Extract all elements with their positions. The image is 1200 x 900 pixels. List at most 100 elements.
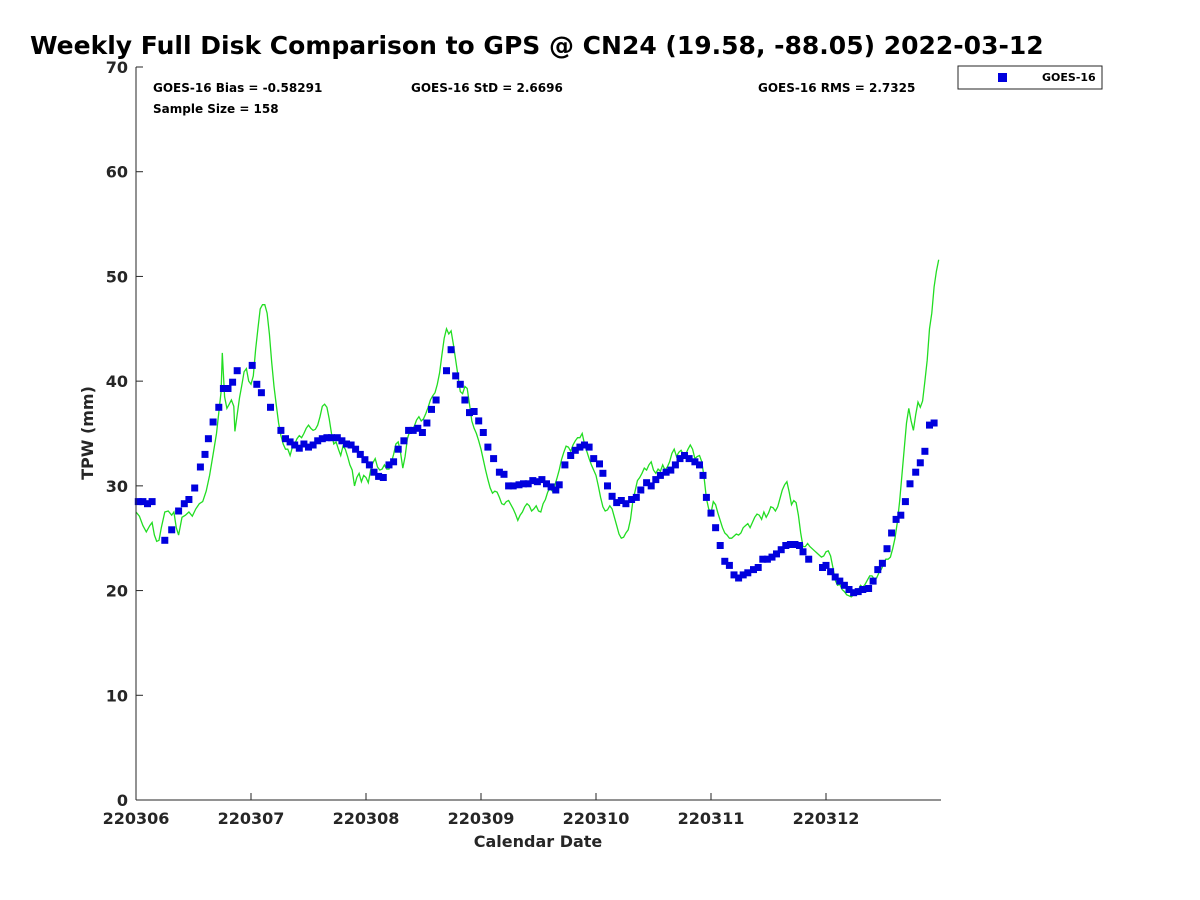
goes16-data-point xyxy=(921,447,929,455)
goes16-data-point xyxy=(475,417,483,425)
goes16-data-point xyxy=(219,385,227,392)
goes16-data-point xyxy=(859,586,867,593)
legend-marker xyxy=(998,73,1007,82)
goes16-data-point xyxy=(888,529,896,537)
goes16-data-point xyxy=(865,585,873,592)
goes16-data-point xyxy=(926,421,933,429)
goes16-data-point xyxy=(168,526,176,534)
goes16-data-point xyxy=(901,498,909,506)
x-axis-ticks: 220306 220307 220308 220309 220310 220311 2203… xyxy=(103,793,860,828)
goes16-data-point xyxy=(836,577,844,585)
goes16-data-point xyxy=(333,434,341,442)
goes16-data-point xyxy=(314,437,322,445)
y-axis-ticks: 0 10 20 30 40 50 60 70 xyxy=(106,58,143,810)
goes16-data-point xyxy=(647,482,655,490)
goes16-data-point xyxy=(175,507,183,515)
plot-area xyxy=(134,67,941,801)
goes16-data-point xyxy=(400,437,408,445)
goes16-data-point xyxy=(878,559,886,567)
stat-bias: GOES-16 Bias = -0.58291 xyxy=(153,81,322,95)
goes16-data-point xyxy=(139,498,147,506)
chart-title: Weekly Full Disk Comparison to GPS @ CN2… xyxy=(30,31,1044,60)
goes16-data-point xyxy=(604,482,611,490)
goes16-data-point xyxy=(777,546,785,554)
goes16-data-point xyxy=(869,577,877,585)
goes16-data-point xyxy=(447,346,455,354)
goes16-data-point xyxy=(552,486,560,494)
goes16-data-point xyxy=(257,389,265,397)
goes16-data-point xyxy=(394,445,402,453)
stat-rms: GOES-16 RMS = 2.7325 xyxy=(758,81,915,95)
goes16-data-point xyxy=(632,493,640,501)
x-axis-label: Calendar Date xyxy=(474,832,603,851)
goes16-data-point xyxy=(365,461,373,469)
goes16-data-point xyxy=(286,438,294,446)
goes16-data-point xyxy=(524,480,532,488)
goes16-data-point xyxy=(721,557,729,565)
goes16-data-point xyxy=(643,479,651,487)
goes16-data-point xyxy=(461,396,469,404)
goes16-data-point xyxy=(805,555,813,563)
y-tick-label: 40 xyxy=(106,372,128,391)
goes16-data-point xyxy=(547,483,555,491)
y-tick-label: 0 xyxy=(117,791,128,810)
goes16-data-point xyxy=(309,441,317,449)
goes16-data-point xyxy=(628,496,636,503)
goes16-data-point xyxy=(696,461,703,469)
goes16-data-point xyxy=(229,378,237,386)
goes16-data-point xyxy=(725,561,733,569)
goes16-data-point xyxy=(385,461,393,469)
goes16-data-point xyxy=(352,445,360,453)
goes16-data-point xyxy=(702,493,710,501)
goes16-data-point xyxy=(338,437,346,445)
goes16-data-point xyxy=(538,476,546,484)
y-tick-label: 10 xyxy=(106,686,128,705)
goes16-data-point xyxy=(423,419,431,427)
goes16-data-point xyxy=(201,450,209,458)
goes16-data-point xyxy=(930,419,938,427)
goes16-data-point xyxy=(685,455,693,463)
goes16-data-point xyxy=(505,482,513,490)
x-tick-label: 220312 xyxy=(793,809,860,828)
goes16-data-point xyxy=(854,588,862,596)
goes16-data-point xyxy=(295,444,303,452)
goes16-data-point xyxy=(671,461,679,469)
goes16-data-point xyxy=(414,424,422,432)
goes16-data-point xyxy=(479,429,487,436)
goes16-data-point xyxy=(691,458,699,466)
goes16-data-point xyxy=(233,367,241,375)
goes16-data-point xyxy=(576,443,584,451)
goes16-data-point xyxy=(495,468,503,476)
x-tick-label: 220308 xyxy=(333,809,400,828)
goes16-data-point xyxy=(667,466,675,474)
goes16-data-point xyxy=(215,403,223,411)
goes16-data-point xyxy=(134,498,142,506)
goes16-data-point xyxy=(253,380,261,388)
goes16-data-point xyxy=(567,452,575,459)
stat-std: GOES-16 StD = 2.6696 xyxy=(411,81,563,95)
goes16-data-point xyxy=(699,471,707,479)
goes16-data-point xyxy=(318,435,326,443)
goes16-data-point xyxy=(370,468,378,476)
goes16-data-point xyxy=(676,455,684,463)
goes16-data-point xyxy=(730,571,738,579)
goes16-data-point xyxy=(347,441,355,449)
goes16-data-point xyxy=(883,545,891,553)
goes16-data-point xyxy=(305,443,312,451)
goes16-data-point xyxy=(161,536,169,544)
goes16-data-point xyxy=(845,586,853,593)
goes16-data-point xyxy=(850,589,858,597)
goes16-data-point xyxy=(796,542,803,549)
goes16-data-point xyxy=(361,456,369,464)
plot-background xyxy=(136,67,941,800)
goes16-data-point xyxy=(185,496,193,503)
goes16-data-point xyxy=(144,500,151,508)
goes16-data-point xyxy=(390,458,398,466)
goes16-data-point xyxy=(533,478,541,486)
goes16-data-point xyxy=(897,511,905,519)
goes16-data-point xyxy=(267,403,274,411)
gps-series-path xyxy=(135,259,940,598)
legend: GOES-16 xyxy=(957,65,1103,90)
goes16-data-point xyxy=(827,568,835,576)
